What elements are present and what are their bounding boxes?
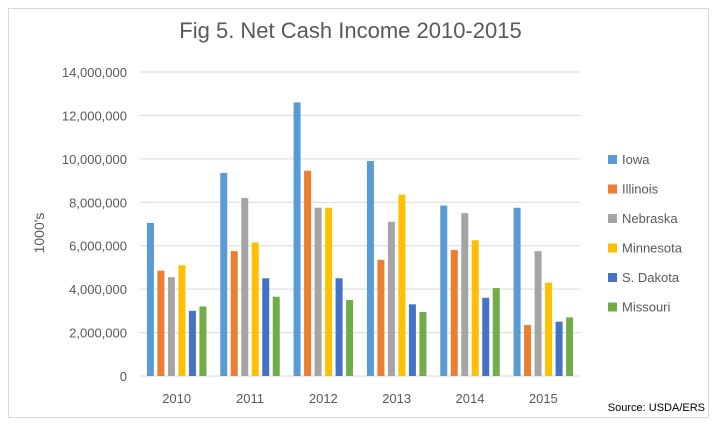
bar-missouri-2010 [199, 306, 207, 376]
bar-nebraska-2010 [167, 277, 175, 376]
bar-iowa-2015 [513, 207, 521, 376]
bar-s-dakota-2010 [188, 310, 196, 376]
bar-nebraska-2013 [387, 221, 395, 376]
legend-label: Iowa [622, 152, 650, 167]
x-tick-label: 2012 [309, 391, 338, 406]
y-tick-label: 10,000,000 [62, 152, 127, 167]
bar-iowa-2014 [440, 205, 448, 376]
gridlines [140, 71, 580, 377]
bar-missouri-2014 [492, 288, 500, 376]
bar-missouri-2013 [419, 311, 427, 376]
x-axis-ticks: 2010 2011 2012 2013 2014 2015 [162, 391, 558, 406]
legend-swatch [608, 243, 617, 253]
legend-label: Nebraska [622, 211, 678, 226]
legend-label: Missouri [622, 300, 671, 315]
bar-iowa-2013 [366, 161, 374, 376]
bar-s-dakota-2014 [482, 297, 490, 376]
bar-nebraska-2011 [241, 197, 249, 376]
bar-missouri-2012 [346, 300, 354, 376]
legend-swatch [608, 302, 617, 312]
bar-illinois-2010 [157, 270, 165, 376]
bar-iowa-2010 [146, 222, 154, 376]
chart-title: Fig 5. Net Cash Income 2010-2015 [179, 18, 522, 43]
x-tick-label: 2014 [456, 391, 485, 406]
bar-illinois-2015 [524, 324, 532, 376]
bar-minnesota-2013 [398, 194, 406, 376]
legend-swatch [608, 214, 617, 223]
bar-minnesota-2012 [325, 207, 333, 376]
bar-illinois-2013 [377, 259, 385, 376]
bar-illinois-2012 [304, 170, 312, 376]
legend-label: Minnesota [622, 241, 683, 256]
bar-illinois-2014 [450, 250, 458, 376]
x-tick-label: 2010 [162, 391, 191, 406]
chart-frame [8, 8, 709, 418]
bar-minnesota-2011 [251, 242, 259, 376]
legend-label: Illinois [622, 182, 659, 197]
x-tick-label: 2011 [236, 391, 264, 406]
x-tick-label: 2015 [529, 391, 558, 406]
bar-minnesota-2010 [178, 265, 186, 376]
y-tick-label: 2,000,000 [69, 326, 127, 341]
bar-missouri-2011 [272, 296, 280, 376]
y-tick-label: 8,000,000 [69, 195, 127, 210]
bar-s-dakota-2015 [555, 321, 563, 376]
bar-illinois-2011 [230, 251, 238, 376]
y-tick-label: 0 [120, 369, 127, 384]
bar-s-dakota-2013 [408, 304, 416, 376]
y-axis-ticks: 0 2,000,000 4,000,000 6,000,000 8,000,000 10,… [62, 65, 127, 384]
y-tick-label: 6,000,000 [69, 239, 127, 254]
legend-swatch [608, 155, 617, 164]
bar-s-dakota-2012 [335, 278, 343, 376]
bar-missouri-2015 [566, 317, 574, 376]
bar-nebraska-2015 [534, 251, 542, 376]
bar-s-dakota-2011 [262, 278, 270, 376]
bar-nebraska-2012 [314, 207, 322, 376]
bar-iowa-2012 [293, 102, 301, 377]
y-tick-label: 14,000,000 [62, 65, 127, 80]
legend-swatch [608, 273, 617, 282]
legend: Iowa Illinois Nebraska Minnesota S. Dakota Mi… [608, 152, 683, 315]
bar-nebraska-2014 [461, 213, 469, 376]
x-tick-label: 2013 [382, 391, 411, 406]
bars [146, 102, 574, 377]
bar-iowa-2011 [220, 172, 228, 376]
bar-minnesota-2015 [545, 282, 553, 376]
y-tick-label: 12,000,000 [62, 108, 127, 123]
legend-swatch [608, 184, 617, 194]
y-tick-label: 4,000,000 [69, 282, 127, 297]
legend-label: S. Dakota [622, 270, 680, 285]
y-axis-label: 1000's [31, 213, 47, 254]
bar-minnesota-2014 [471, 240, 479, 376]
source-note: Source: USDA/ERS [607, 402, 705, 414]
